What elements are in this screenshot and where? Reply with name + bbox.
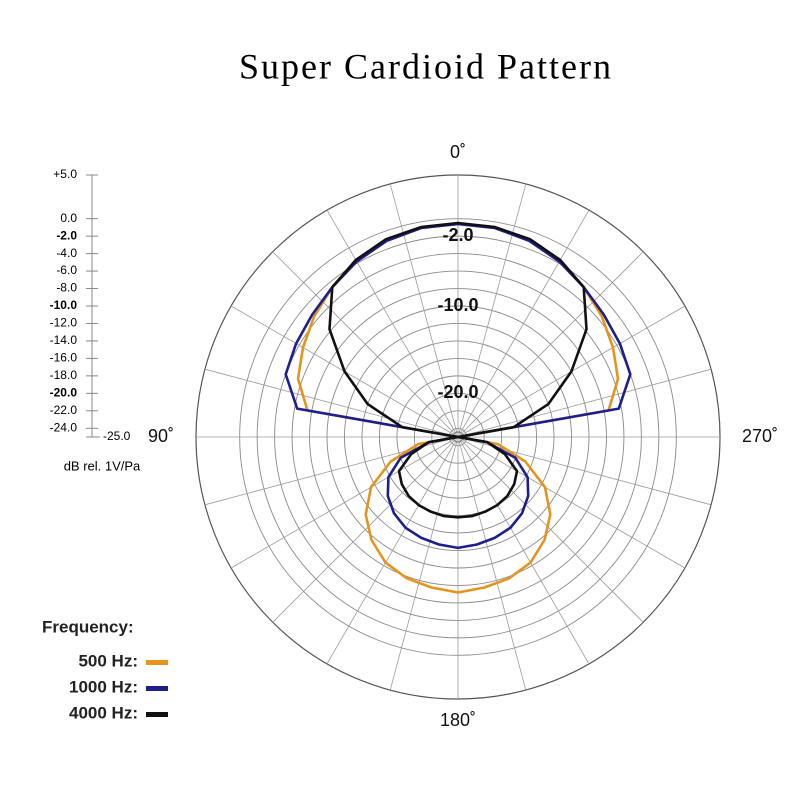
scale-tick-label: -2.0 — [56, 228, 77, 242]
pattern-curve — [296, 222, 620, 594]
spoke — [230, 436, 459, 569]
scale-tick-label: -16.0 — [50, 351, 78, 365]
chart-title: Super Cardioid Pattern — [239, 46, 613, 86]
spoke — [457, 436, 644, 623]
pattern-curve — [284, 222, 632, 550]
ring-label: -10.0 — [437, 295, 478, 315]
legend-swatch — [146, 660, 168, 665]
angle-label: 0˚ — [450, 142, 466, 162]
legend-label: 4000 Hz: — [69, 703, 138, 722]
scale-tick-label: -12.0 — [50, 316, 78, 330]
spoke — [272, 251, 459, 438]
polar-grid — [195, 174, 721, 700]
scale-tick-label: -25.0 — [103, 429, 131, 443]
legend-swatch — [146, 712, 168, 717]
spoke — [204, 368, 459, 438]
scale-tick-label: +5.0 — [53, 167, 77, 181]
legend-label: 1000 Hz: — [69, 677, 138, 696]
legend-label: 500 Hz: — [78, 651, 138, 670]
spoke — [389, 436, 459, 691]
legend-swatch — [146, 686, 168, 691]
scale-tick-label: -24.0 — [50, 420, 78, 434]
angle-label: 180˚ — [440, 710, 476, 730]
scale-tick-label: -18.0 — [50, 368, 78, 382]
spoke — [326, 209, 459, 438]
angle-label: 270˚ — [742, 426, 778, 446]
spoke — [457, 209, 590, 438]
scale-tick-label: -14.0 — [50, 333, 78, 347]
scale-tick-label: -8.0 — [56, 281, 77, 295]
axis-label: dB rel. 1V/Pa — [64, 458, 141, 473]
spoke — [457, 436, 686, 569]
scale-tick-label: -22.0 — [50, 403, 78, 417]
pattern-curve — [328, 221, 588, 519]
spoke — [457, 436, 527, 691]
spoke — [457, 368, 712, 438]
scale-tick-label: -10.0 — [50, 298, 78, 312]
spoke — [272, 436, 459, 623]
spoke — [457, 436, 590, 665]
spoke — [326, 436, 459, 665]
scale-tick-label: -4.0 — [56, 246, 77, 260]
spoke — [457, 251, 644, 438]
ring-label: -20.0 — [437, 382, 478, 402]
spoke — [457, 183, 527, 438]
scale-tick-label: -20.0 — [50, 386, 78, 400]
scale-tick-label: 0.0 — [60, 211, 77, 225]
ring-label: -2.0 — [442, 225, 473, 245]
legend-title: Frequency: — [42, 617, 134, 636]
angle-label: 90˚ — [148, 426, 174, 446]
scale-tick-label: -6.0 — [56, 263, 77, 277]
spoke — [389, 183, 459, 438]
